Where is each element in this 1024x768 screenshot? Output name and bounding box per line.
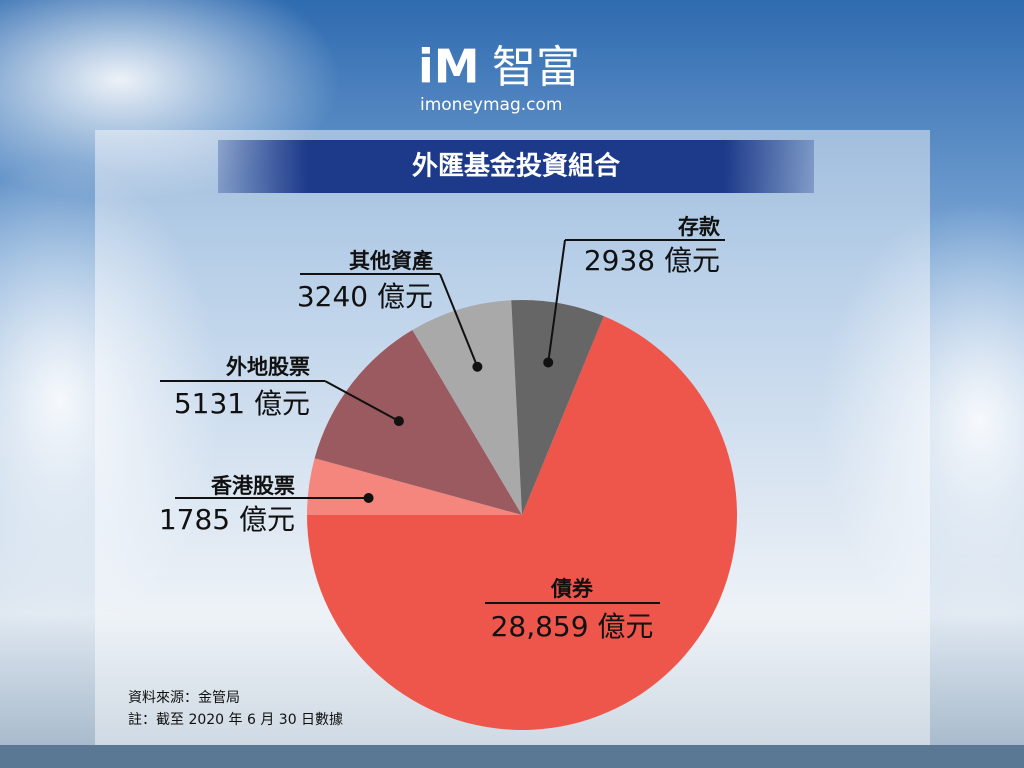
slice-value: 5131 億元 bbox=[174, 387, 310, 420]
leader-line bbox=[439, 273, 479, 368]
slice-name: 存款 bbox=[678, 215, 721, 239]
cloud bbox=[820, 200, 1024, 640]
cloud bbox=[0, 160, 220, 640]
leader-dot bbox=[543, 357, 554, 368]
slice-name: 香港股票 bbox=[211, 474, 295, 498]
water bbox=[0, 745, 1024, 768]
slice-value: 3240 億元 bbox=[297, 280, 433, 313]
chart-title: 外匯基金投資組合 bbox=[412, 151, 621, 182]
leader-dot bbox=[363, 493, 374, 503]
slice-name: 債券 bbox=[550, 577, 594, 601]
footnote: 註：截至 2020 年 6 月 30 日數據 bbox=[128, 712, 343, 728]
title-banner bbox=[218, 140, 814, 193]
pie-slice bbox=[511, 300, 604, 515]
slice-name: 其他資產 bbox=[349, 249, 433, 273]
leader-dot bbox=[472, 361, 483, 372]
slice-value: 28,859 億元 bbox=[491, 610, 654, 643]
pie-slice bbox=[314, 330, 522, 515]
logo-name: 智富 bbox=[492, 42, 580, 93]
pie-slice bbox=[412, 300, 522, 515]
leader-line bbox=[324, 380, 400, 423]
slice-value: 1785 億元 bbox=[159, 503, 295, 536]
slice-name: 外地股票 bbox=[226, 355, 310, 379]
pie-slice bbox=[307, 458, 522, 515]
leader-dot bbox=[393, 416, 404, 427]
source-note: 資料來源：金管局 bbox=[128, 690, 240, 706]
logo-site: imoneymag.com bbox=[420, 95, 562, 115]
logo-mark: iM bbox=[418, 40, 480, 94]
leader-line bbox=[547, 239, 566, 363]
slice-value: 2938 億元 bbox=[584, 244, 720, 277]
pie-slice bbox=[307, 316, 737, 730]
